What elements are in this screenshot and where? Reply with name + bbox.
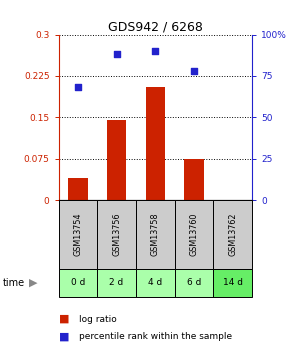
Bar xyxy=(213,200,252,269)
Bar xyxy=(184,159,204,200)
Bar xyxy=(97,200,136,269)
Bar xyxy=(59,269,97,297)
Bar xyxy=(146,87,165,200)
Title: GDS942 / 6268: GDS942 / 6268 xyxy=(108,20,203,33)
Text: ▶: ▶ xyxy=(29,278,38,288)
Text: ■: ■ xyxy=(59,314,69,324)
Text: ■: ■ xyxy=(59,332,69,341)
Point xyxy=(76,85,80,90)
Bar xyxy=(136,269,175,297)
Text: GSM13762: GSM13762 xyxy=(228,213,237,256)
Bar xyxy=(68,178,88,200)
Bar xyxy=(213,269,252,297)
Text: GSM13754: GSM13754 xyxy=(74,213,82,256)
Text: 6 d: 6 d xyxy=(187,278,201,287)
Text: GSM13758: GSM13758 xyxy=(151,213,160,256)
Point xyxy=(114,52,119,57)
Bar xyxy=(97,269,136,297)
Text: 2 d: 2 d xyxy=(110,278,124,287)
Bar xyxy=(59,200,97,269)
Point xyxy=(192,68,196,74)
Text: log ratio: log ratio xyxy=(79,315,117,324)
Text: 14 d: 14 d xyxy=(223,278,243,287)
Bar xyxy=(175,200,213,269)
Text: 4 d: 4 d xyxy=(148,278,162,287)
Bar xyxy=(107,120,126,200)
Bar xyxy=(175,269,213,297)
Text: time: time xyxy=(3,278,25,288)
Text: GSM13756: GSM13756 xyxy=(112,213,121,256)
Bar xyxy=(136,200,175,269)
Text: 0 d: 0 d xyxy=(71,278,85,287)
Text: percentile rank within the sample: percentile rank within the sample xyxy=(79,332,232,341)
Text: GSM13760: GSM13760 xyxy=(190,213,198,256)
Point xyxy=(153,48,158,54)
